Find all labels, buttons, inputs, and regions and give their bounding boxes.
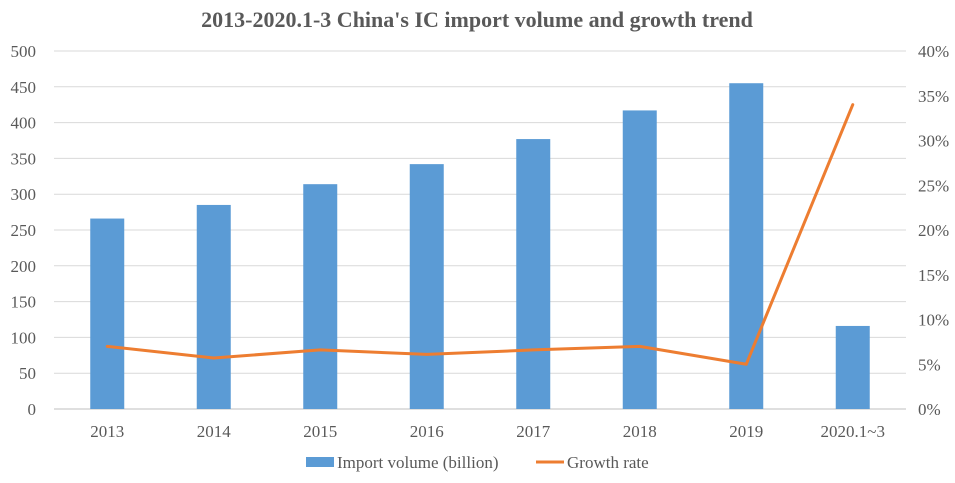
left-y-tick-label: 500 xyxy=(11,42,37,61)
right-y-tick-label: 15% xyxy=(918,266,949,285)
bar xyxy=(622,110,657,409)
right-y-tick-label: 10% xyxy=(918,311,949,330)
right-y-tick-label: 40% xyxy=(918,42,949,61)
x-tick-label: 2018 xyxy=(623,422,657,441)
left-y-tick-label: 50 xyxy=(19,364,36,383)
left-y-tick-label: 200 xyxy=(11,257,37,276)
right-y-axis: 0% 5% 10% 15% 20% 25% 30% 35% 40% xyxy=(918,42,949,419)
right-y-tick-label: 0% xyxy=(918,400,941,419)
x-tick-label: 2016 xyxy=(410,422,444,441)
x-tick-label: 2017 xyxy=(516,422,551,441)
left-y-tick-label: 150 xyxy=(11,293,37,312)
bar xyxy=(196,204,231,409)
gridlines xyxy=(54,50,906,410)
x-tick-label: 2015 xyxy=(303,422,337,441)
legend-swatch-bar xyxy=(306,457,334,467)
left-y-tick-label: 250 xyxy=(11,221,37,240)
right-y-tick-label: 25% xyxy=(918,176,949,195)
bar xyxy=(729,83,764,409)
left-y-tick-label: 300 xyxy=(11,185,37,204)
x-tick-label: 2014 xyxy=(197,422,232,441)
left-y-tick-label: 100 xyxy=(11,328,37,347)
legend: Import volume (billion) Growth rate xyxy=(306,453,649,472)
left-y-tick-label: 350 xyxy=(11,149,37,168)
left-y-axis: 0 50 100 150 200 250 300 350 400 450 500 xyxy=(11,42,37,419)
legend-label-growth-rate: Growth rate xyxy=(567,453,649,472)
bar xyxy=(90,218,125,409)
bar xyxy=(303,184,338,409)
left-y-tick-label: 0 xyxy=(28,400,37,419)
right-y-tick-label: 30% xyxy=(918,132,949,151)
right-y-tick-label: 5% xyxy=(918,355,941,374)
bar-series xyxy=(90,83,870,409)
left-y-tick-label: 400 xyxy=(11,114,37,133)
left-y-tick-label: 450 xyxy=(11,78,37,97)
bar xyxy=(835,325,870,409)
chart-title: 2013-2020.1-3 China's IC import volume a… xyxy=(201,7,753,32)
line-series xyxy=(105,103,855,366)
x-tick-label: 2013 xyxy=(90,422,124,441)
legend-label-import-volume: Import volume (billion) xyxy=(337,453,498,472)
growth-rate-line xyxy=(105,103,855,366)
right-y-tick-label: 35% xyxy=(918,87,949,106)
x-axis: 2013 2014 2015 2016 2017 2018 2019 2020.1~3 xyxy=(90,422,885,441)
x-tick-label: 2019 xyxy=(729,422,763,441)
x-tick-label: 2020.1~3 xyxy=(821,422,885,441)
bar xyxy=(516,139,551,409)
right-y-tick-label: 20% xyxy=(918,221,949,240)
bar xyxy=(409,164,444,409)
